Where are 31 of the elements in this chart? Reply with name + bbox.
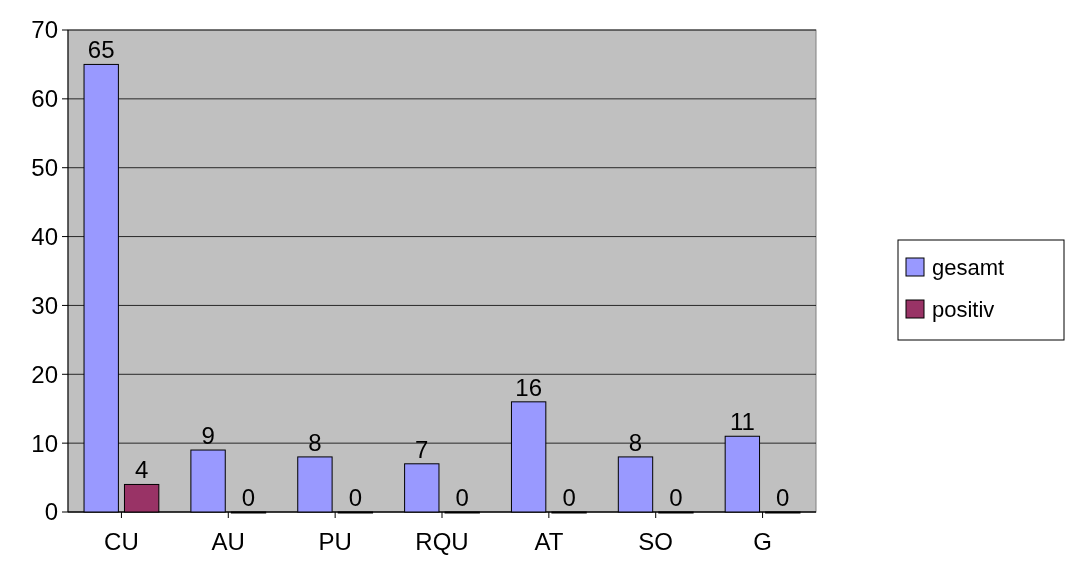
legend-label: positiv xyxy=(932,296,995,322)
y-tick-label: 0 xyxy=(44,498,58,526)
y-tick-label: 30 xyxy=(31,291,58,319)
data-label: 0 xyxy=(669,484,683,511)
legend-label: gesamt xyxy=(932,254,1005,280)
data-label: 8 xyxy=(308,428,322,456)
x-tick-label: SO xyxy=(638,528,674,555)
y-tick-label: 40 xyxy=(31,222,58,250)
data-label: 4 xyxy=(134,456,149,484)
y-tick-label: 50 xyxy=(31,154,58,182)
y-tick-label: 60 xyxy=(31,85,58,113)
x-tick-label: AT xyxy=(534,528,564,555)
data-label: 0 xyxy=(455,484,469,511)
x-tick-label: PU xyxy=(318,528,352,555)
data-label: 65 xyxy=(87,36,115,64)
x-tick-label: AU xyxy=(211,528,245,555)
data-label: 0 xyxy=(348,484,363,511)
data-label: 7 xyxy=(415,435,429,463)
data-label: 9 xyxy=(201,422,215,450)
data-label: 16 xyxy=(515,373,542,401)
x-tick-label: CU xyxy=(104,528,139,555)
data-label: 8 xyxy=(628,428,643,456)
x-tick-label: G xyxy=(753,528,772,555)
y-tick-label: 20 xyxy=(31,360,58,388)
y-tick-label: 70 xyxy=(31,16,58,44)
x-tick-label: RQU xyxy=(415,528,469,555)
data-label: 0 xyxy=(776,484,790,511)
data-label: 0 xyxy=(241,484,256,511)
data-label: 11 xyxy=(729,408,755,436)
data-label: 0 xyxy=(562,484,576,511)
y-tick-label: 10 xyxy=(31,429,58,457)
